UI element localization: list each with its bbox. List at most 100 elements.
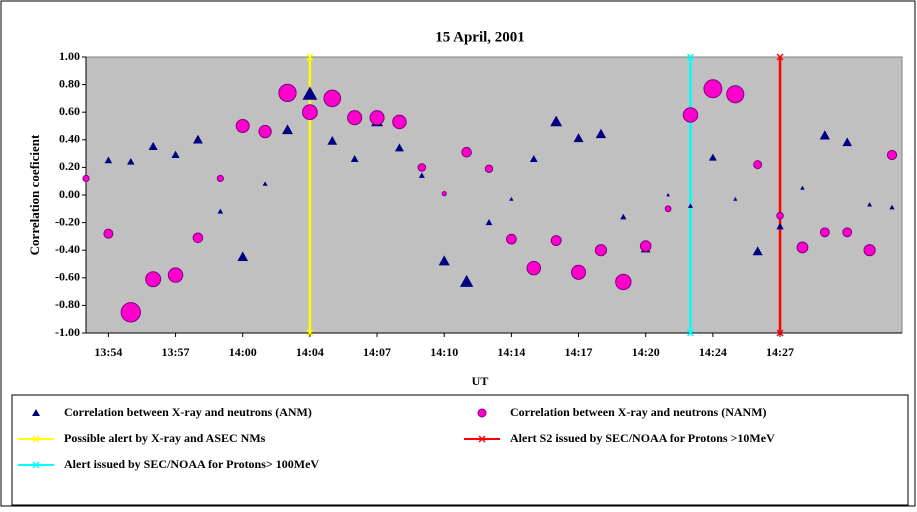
circle-point <box>776 211 784 220</box>
triangle-point <box>127 157 135 165</box>
circle-point <box>726 85 745 104</box>
triangle-point <box>485 219 493 226</box>
triangle-point <box>104 156 113 164</box>
triangle-point <box>193 134 203 144</box>
legend-label: Possible alert by X-ray and ASEC NMs <box>64 431 266 445</box>
triangle-point <box>171 150 180 159</box>
triangle-point <box>842 137 853 147</box>
x-tick-label: 14:24 <box>699 345 727 359</box>
triangle-point <box>595 128 607 139</box>
circle-point <box>526 260 542 276</box>
triangle-point <box>262 181 268 186</box>
triangle-point <box>819 130 831 140</box>
circle-point <box>594 244 608 257</box>
circle-point <box>664 205 672 213</box>
triangle-point <box>529 155 538 162</box>
circle-point <box>842 227 853 238</box>
circle-point <box>506 233 517 245</box>
triangle-point <box>237 251 249 262</box>
chart-title: 15 April, 2001 <box>435 29 525 45</box>
y-tick-label: 1.00 <box>59 49 80 63</box>
y-tick-label: 0.00 <box>59 187 80 201</box>
circle-point <box>120 302 141 323</box>
x-tick-label: 14:04 <box>296 345 324 359</box>
circle-point <box>886 149 898 161</box>
triangle-point <box>438 255 450 266</box>
alert-end <box>686 53 695 61</box>
legend-label: Alert S2 issued by SEC/NOAA for Protons … <box>510 431 775 445</box>
legend-swatch <box>477 408 487 418</box>
triangle-point <box>889 204 895 210</box>
triangle-point <box>509 196 514 201</box>
circle-point <box>145 271 162 288</box>
x-tick-label: 14:17 <box>565 345 593 359</box>
circle-point <box>192 232 204 244</box>
y-tick-label: -1.00 <box>55 325 80 339</box>
x-tick-label: 14:14 <box>497 345 525 359</box>
circle-point <box>571 264 587 280</box>
triangle-point <box>327 136 338 145</box>
triangle-point <box>708 153 717 161</box>
plot-area <box>85 56 903 334</box>
circle-point <box>703 79 723 99</box>
circle-point <box>103 228 114 239</box>
circle-point <box>323 89 342 108</box>
y-tick-label: -0.80 <box>55 297 80 311</box>
triangle-point <box>459 274 474 287</box>
x-tick-label: 14:10 <box>430 345 458 359</box>
alert-end <box>776 329 784 337</box>
legend-label: Alert issued by SEC/NOAA for Protons> 10… <box>64 457 319 471</box>
circle-point <box>392 114 407 130</box>
triangle-point <box>302 86 318 100</box>
x-tick-label: 14:00 <box>229 345 257 359</box>
y-tick-label: 0.80 <box>59 76 80 90</box>
circle-point <box>796 241 809 254</box>
y-axis-label: Correlation coeficient <box>27 134 42 255</box>
y-tick-label: 0.60 <box>59 104 80 118</box>
legend-swatch <box>478 435 486 443</box>
circle-point <box>863 244 876 257</box>
triangle-point <box>217 208 224 214</box>
alert-end <box>686 329 695 337</box>
circle-point <box>347 110 363 126</box>
alert-end <box>306 53 314 61</box>
y-tick-label: 0.40 <box>59 132 80 146</box>
circle-point <box>682 107 699 123</box>
x-tick-label: 13:57 <box>162 345 190 359</box>
x-axis-label: UT <box>472 374 489 388</box>
circle-point <box>461 146 472 158</box>
circle-point <box>258 124 272 139</box>
x-tick-label: 13:54 <box>94 345 122 359</box>
triangle-point <box>620 213 627 220</box>
legend-label: Correlation between X-ray and neutrons (… <box>64 405 312 419</box>
triangle-point <box>418 172 425 178</box>
triangle-point <box>550 115 563 127</box>
circle-point <box>301 104 318 121</box>
triangle-point <box>687 203 694 208</box>
circle-point <box>615 273 632 291</box>
triangle-point <box>752 246 763 256</box>
y-tick-label: -0.60 <box>55 270 80 284</box>
triangle-point <box>282 124 293 135</box>
circle-point <box>235 119 250 133</box>
circle-point <box>753 160 763 170</box>
triangle-point <box>800 185 805 190</box>
circle-point <box>82 174 90 183</box>
legend-swatch <box>32 409 40 416</box>
y-tick-label: 0.20 <box>59 159 80 173</box>
triangle-point <box>394 143 404 152</box>
x-tick-label: 14:27 <box>766 345 794 359</box>
circle-point <box>441 191 447 197</box>
triangle-point <box>733 196 738 201</box>
x-tick-label: 14:20 <box>632 345 660 359</box>
circle-point <box>484 164 494 173</box>
triangle-point <box>573 133 584 143</box>
legend-swatch <box>32 461 40 469</box>
circle-point <box>369 110 385 126</box>
circle-point <box>216 174 224 183</box>
alert-end <box>776 53 784 61</box>
legend-label: Correlation between X-ray and neutrons (… <box>510 405 767 419</box>
y-tick-label: -0.20 <box>55 214 80 228</box>
triangle-point <box>776 222 784 230</box>
